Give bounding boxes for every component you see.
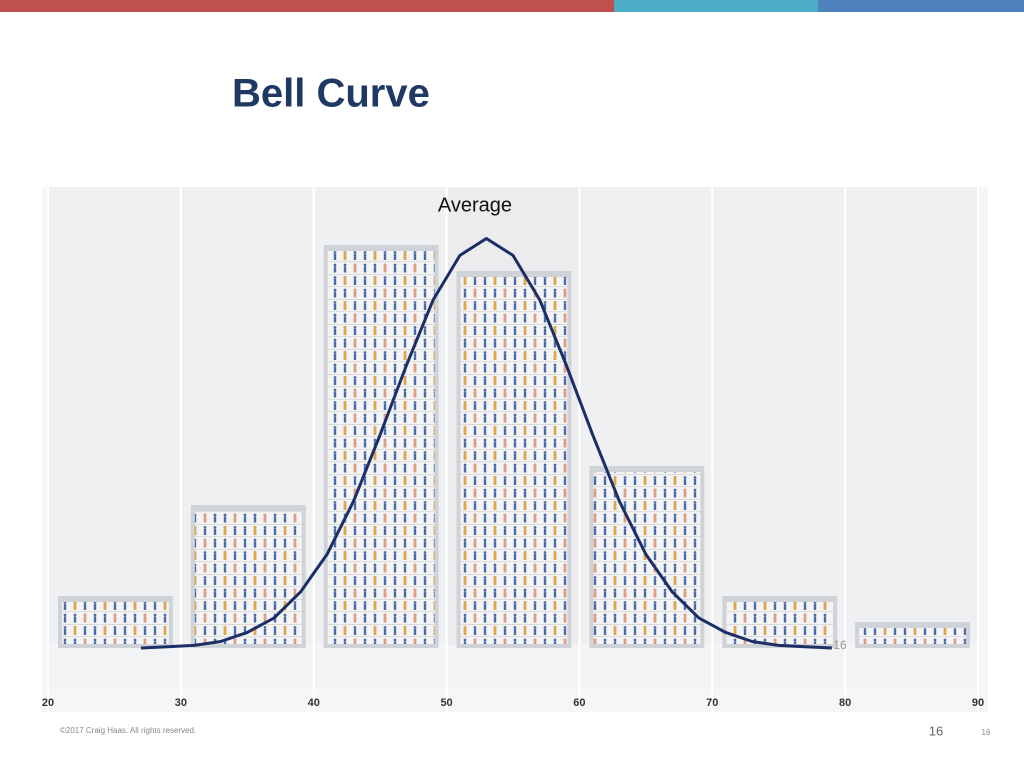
bar bbox=[456, 271, 572, 648]
copyright: ©2017 Craig Haas. All rights reserved. bbox=[60, 726, 196, 735]
x-tick-label: 80 bbox=[839, 697, 851, 709]
bell-curve bbox=[140, 237, 832, 650]
x-tick-label: 90 bbox=[972, 697, 984, 709]
annotation-average: Average bbox=[438, 194, 512, 216]
x-tick-label: 60 bbox=[573, 697, 585, 709]
column-foot bbox=[846, 648, 977, 688]
x-tick-label: 30 bbox=[175, 697, 187, 709]
x-tick-label: 70 bbox=[706, 697, 718, 709]
marks: Average 16 bbox=[58, 194, 970, 652]
column-foot bbox=[713, 648, 845, 688]
column-foot bbox=[580, 648, 712, 688]
x-tick-label: 50 bbox=[440, 697, 452, 709]
column-bg bbox=[713, 187, 845, 645]
column-foot bbox=[181, 648, 313, 688]
column-bg bbox=[846, 187, 977, 645]
column-bg bbox=[49, 187, 180, 645]
top-band-red bbox=[0, 0, 614, 12]
bar-people-accent bbox=[327, 251, 435, 644]
bar bbox=[722, 596, 838, 648]
bar-people-accent bbox=[460, 277, 568, 644]
column-foot bbox=[314, 648, 446, 688]
bar bbox=[589, 466, 705, 648]
page-number: 16 bbox=[929, 723, 943, 738]
x-tick-label: 40 bbox=[308, 697, 320, 709]
slide-title: Bell Curve bbox=[232, 72, 430, 116]
slide-number: 16 bbox=[982, 728, 991, 737]
column-foot bbox=[447, 648, 579, 688]
bar bbox=[58, 596, 173, 648]
x-tick-label: 20 bbox=[42, 697, 54, 709]
bar-people-accent bbox=[62, 602, 169, 644]
bar-people-accent bbox=[859, 628, 966, 644]
bar-people-accent bbox=[726, 602, 834, 644]
top-band-teal bbox=[614, 0, 818, 12]
top-band-blue bbox=[818, 0, 1024, 12]
bar bbox=[190, 505, 306, 648]
column-foot bbox=[49, 648, 180, 688]
bar bbox=[855, 622, 970, 648]
bar bbox=[323, 245, 439, 648]
annotation-count: 16 bbox=[833, 638, 847, 652]
bar-people-accent bbox=[194, 511, 302, 644]
